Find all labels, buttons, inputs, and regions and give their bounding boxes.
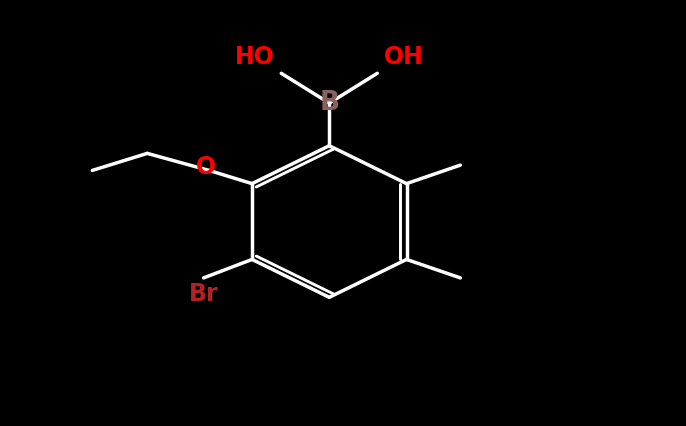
Text: Br: Br [189,282,218,306]
Text: HO: HO [235,45,274,69]
Text: O: O [196,155,215,179]
Text: B: B [319,90,340,116]
Text: OH: OH [384,45,424,69]
